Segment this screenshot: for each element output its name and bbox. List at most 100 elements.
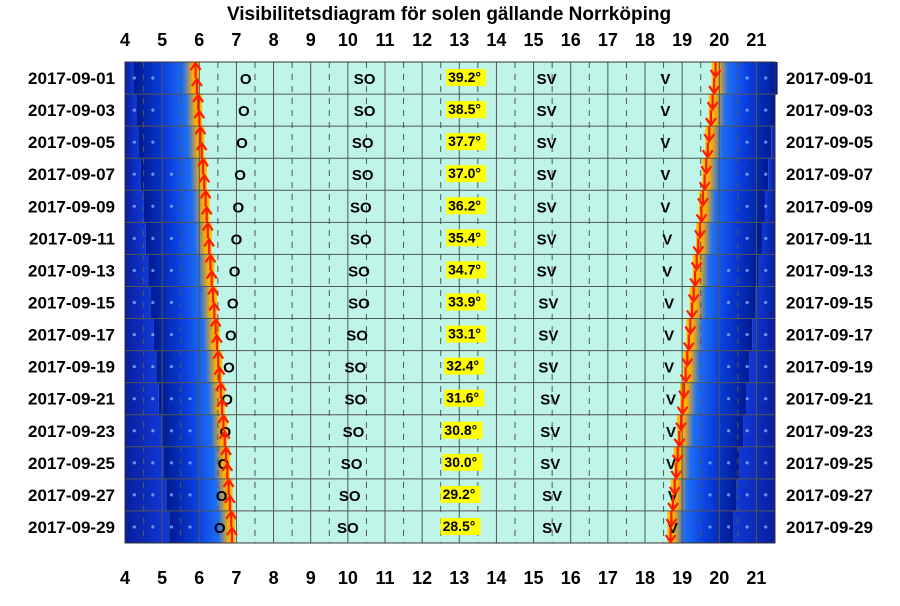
x-tick-bottom: 18 xyxy=(635,568,655,588)
direction-label-v: V xyxy=(666,392,676,409)
star-dot xyxy=(764,236,768,240)
star-dot xyxy=(151,397,155,401)
star-dot xyxy=(151,332,155,337)
direction-label-v: V xyxy=(666,456,676,473)
star-dot xyxy=(151,300,155,305)
star-dot xyxy=(764,397,768,401)
direction-label-v: V xyxy=(664,360,674,377)
altitude-box xyxy=(446,133,487,151)
direction-label-so: SO xyxy=(346,328,368,345)
star-dot xyxy=(764,429,768,433)
sunrise-arrow-head xyxy=(213,365,226,376)
twilight-band-evening xyxy=(695,222,762,255)
star-dot xyxy=(169,268,174,273)
date-label-left: 2017-09-21 xyxy=(28,390,115,409)
star-dot xyxy=(764,300,768,305)
date-label-left: 2017-09-03 xyxy=(28,101,115,120)
direction-label-sv: SV xyxy=(537,103,557,120)
star-dot xyxy=(188,493,192,497)
star-dot xyxy=(764,108,768,112)
star-dot xyxy=(132,108,136,112)
twilight-band-morning xyxy=(164,446,231,480)
night-band-morning xyxy=(125,318,154,352)
star-dot xyxy=(708,525,712,529)
star-dot xyxy=(132,140,136,144)
star-dot xyxy=(745,108,749,112)
sunset-arrow-head xyxy=(705,117,717,128)
direction-label-so: SO xyxy=(343,424,365,441)
star-dot xyxy=(169,461,174,465)
sunset-arrow-head xyxy=(698,181,711,192)
star-dot xyxy=(132,365,136,369)
direction-label-so: SO xyxy=(354,71,376,88)
direction-label-v: V xyxy=(660,199,670,216)
sunrise-arrow-head xyxy=(199,189,212,199)
altitude-box xyxy=(442,453,483,471)
star-dot xyxy=(764,493,768,497)
date-label-right: 2017-09-23 xyxy=(786,422,873,441)
star-dot xyxy=(745,332,749,337)
star-dot xyxy=(169,172,174,176)
star-dot xyxy=(151,429,155,433)
direction-label-so: SO xyxy=(337,520,359,537)
x-tick-top: 4 xyxy=(120,30,130,50)
direction-label-o: O xyxy=(227,296,239,313)
night-band-morning xyxy=(125,350,157,384)
sunset-arrow-head xyxy=(668,486,681,496)
star-dot xyxy=(764,365,768,369)
star-dot xyxy=(188,525,192,529)
altitude-box xyxy=(440,517,481,535)
date-label-right: 2017-09-11 xyxy=(786,229,872,248)
sunrise-arrow-head xyxy=(197,157,209,167)
x-tick-top: 10 xyxy=(338,30,358,50)
altitude-label: 32.4° xyxy=(446,358,479,374)
star-dot xyxy=(132,397,136,401)
date-label-left: 2017-09-01 xyxy=(28,69,115,88)
sunset-arrow-head xyxy=(671,454,684,464)
altitude-label: 30.8° xyxy=(444,422,477,438)
altitude-label: 35.4° xyxy=(448,229,481,245)
direction-label-sv: SV xyxy=(538,328,558,345)
date-label-left: 2017-09-25 xyxy=(28,454,115,473)
direction-label-sv: SV xyxy=(540,456,560,473)
sunset-arrow-head xyxy=(673,438,686,448)
twilight-band-evening xyxy=(677,414,744,448)
star-dot xyxy=(151,236,155,240)
direction-label-so: SO xyxy=(344,360,366,377)
sunrise-arrow-head xyxy=(194,125,207,135)
twilight-band-evening xyxy=(698,190,765,223)
sunset-arrow-head xyxy=(678,390,690,400)
sunset-arrow-head xyxy=(684,325,697,336)
direction-label-sv: SV xyxy=(542,488,562,505)
star-dot xyxy=(745,300,749,305)
star-dot xyxy=(169,429,174,433)
x-tick-bottom: 20 xyxy=(709,568,729,588)
altitude-label: 33.1° xyxy=(448,326,481,342)
direction-label-so: SO xyxy=(348,296,370,313)
direction-label-v: V xyxy=(668,520,678,537)
date-label-right: 2017-09-13 xyxy=(786,261,873,280)
altitude-box xyxy=(446,261,487,279)
star-dot xyxy=(745,204,749,208)
star-dot xyxy=(188,461,192,465)
sunset-arrow-head xyxy=(676,406,689,416)
night-band-evening xyxy=(736,478,775,512)
sunset-arrow-head xyxy=(665,518,678,528)
night-band-morning xyxy=(125,126,139,159)
direction-label-sv: SV xyxy=(540,424,560,441)
sunset-arrow-head xyxy=(675,422,687,432)
star-dot xyxy=(745,76,749,80)
night-band-morning xyxy=(125,94,137,127)
star-dot xyxy=(726,461,731,465)
sunset-arrow-head xyxy=(700,165,713,176)
sunrise-arrow-head xyxy=(216,397,229,408)
altitude-box xyxy=(440,485,481,503)
altitude-box xyxy=(446,293,487,311)
altitude-label: 36.2° xyxy=(448,197,481,213)
star-dot xyxy=(764,332,768,337)
x-tick-top: 20 xyxy=(709,30,729,50)
twilight-band-morning xyxy=(169,510,236,544)
star-dot xyxy=(745,429,749,433)
star-dot xyxy=(764,140,768,144)
altitude-box xyxy=(446,229,487,247)
